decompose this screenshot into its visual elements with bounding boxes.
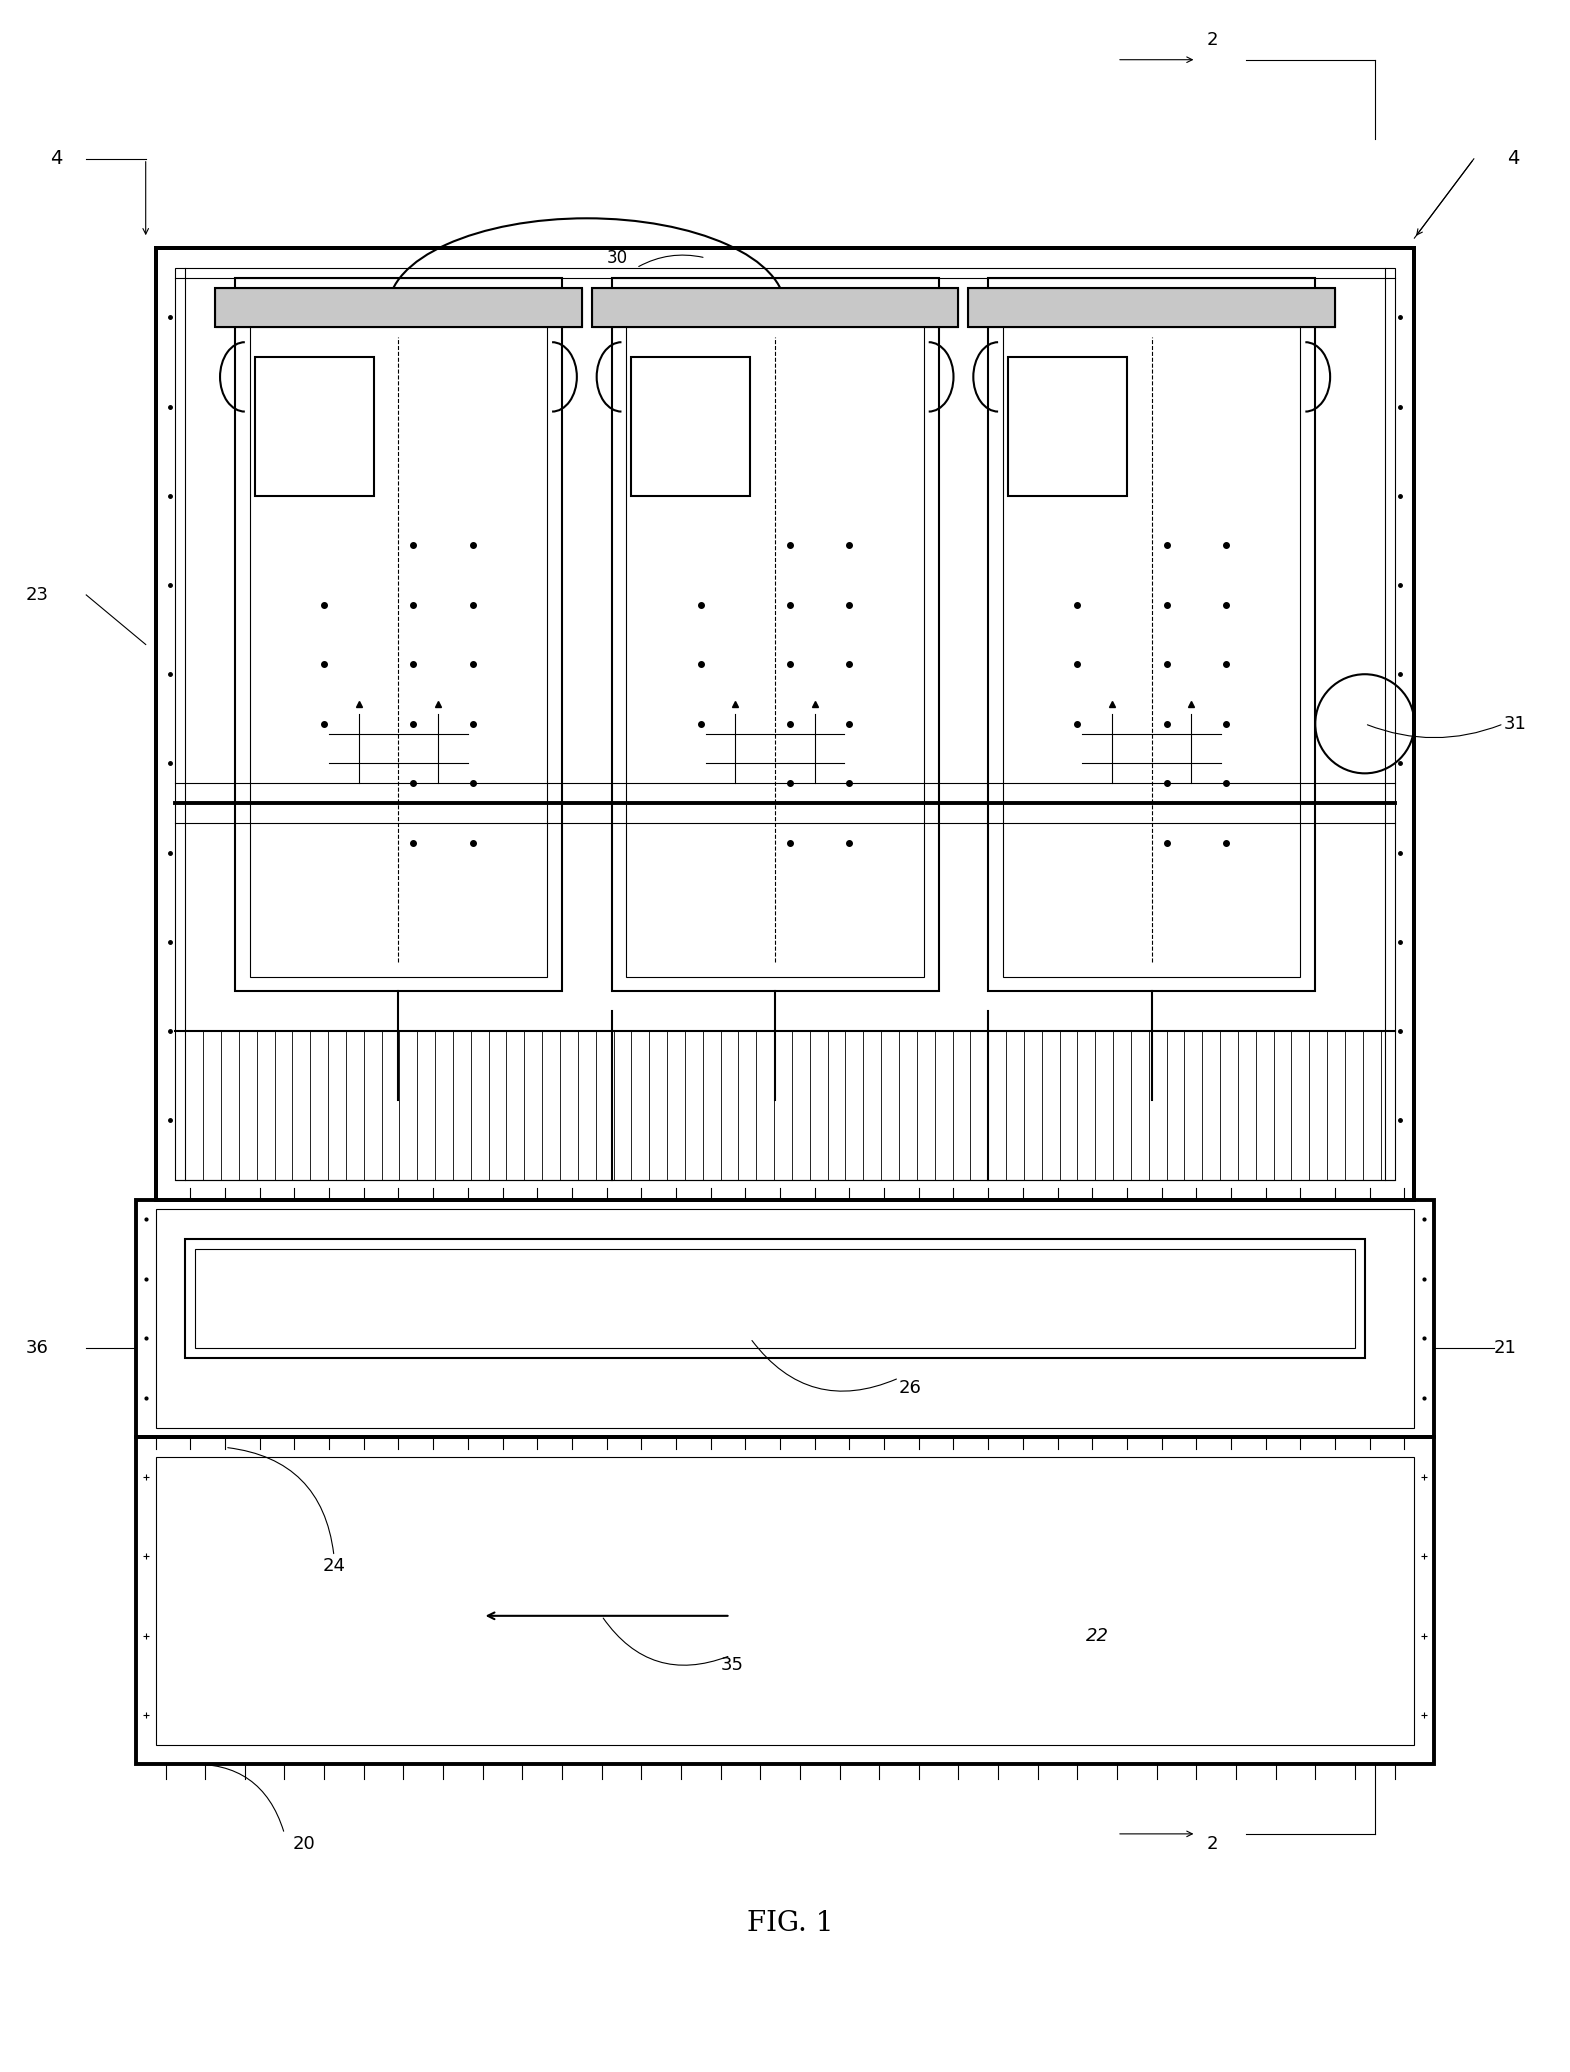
Bar	[215, 288, 582, 327]
Bar	[254, 356, 374, 495]
Text: 24: 24	[322, 1558, 345, 1575]
Bar	[592, 288, 958, 327]
Text: 35: 35	[721, 1656, 744, 1674]
Bar	[215, 288, 582, 327]
Text: 21: 21	[1493, 1339, 1517, 1357]
Bar	[195, 1249, 1355, 1349]
Bar	[631, 356, 750, 495]
Bar	[592, 288, 958, 327]
Bar	[155, 1457, 1415, 1745]
Text: 26: 26	[900, 1378, 922, 1397]
Bar	[155, 1210, 1415, 1428]
Text: 4: 4	[1507, 149, 1520, 168]
Bar	[176, 267, 1394, 1179]
Bar	[988, 278, 1316, 990]
Bar	[236, 278, 562, 990]
Bar	[185, 1239, 1364, 1357]
Bar	[135, 1200, 1435, 1438]
Text: 2: 2	[1206, 1836, 1218, 1852]
Bar	[612, 278, 939, 990]
Bar	[1008, 356, 1127, 495]
Bar	[969, 288, 1334, 327]
Bar	[135, 1438, 1435, 1765]
Text: FIG. 1: FIG. 1	[747, 1910, 834, 1937]
Text: 20: 20	[294, 1836, 316, 1852]
Text: 30: 30	[606, 249, 628, 267]
Bar	[250, 292, 546, 976]
Bar	[626, 292, 923, 976]
Text: 2: 2	[1206, 31, 1218, 50]
Text: 23: 23	[25, 586, 49, 603]
Text: 22: 22	[1086, 1627, 1108, 1645]
Bar	[1003, 292, 1300, 976]
Bar	[155, 249, 1415, 1200]
Text: 4: 4	[50, 149, 63, 168]
Text: 31: 31	[1504, 715, 1526, 733]
Bar	[969, 288, 1334, 327]
Text: 36: 36	[25, 1339, 49, 1357]
